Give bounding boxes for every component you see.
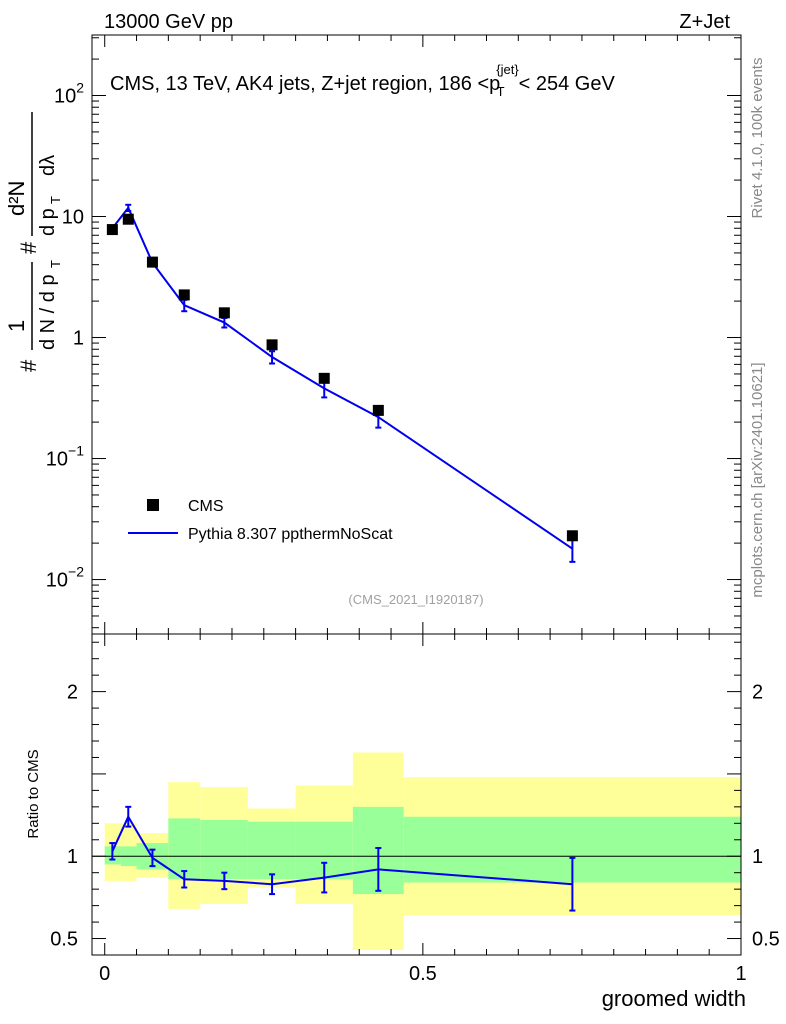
y-label-num-one: 1 bbox=[4, 320, 29, 332]
ratio-plot-marks bbox=[109, 805, 576, 912]
chart-title: CMS, 13 TeV, AK4 jets, Z+jet region, 186… bbox=[110, 62, 615, 99]
axis-ticks bbox=[92, 35, 742, 956]
y-tick-label-upper: 10−2 bbox=[46, 564, 84, 592]
cms-data-point bbox=[318, 372, 330, 384]
legend-cms-marker bbox=[147, 499, 159, 511]
axis-tick-labels: 0 0.5 1 102 10 1 10−1 10−2 2 2 1 1 0.5 0.5 bbox=[46, 80, 780, 985]
cms-data-point bbox=[178, 289, 190, 301]
cms-data-point bbox=[372, 404, 384, 416]
y-label-den-one-sub: T bbox=[48, 260, 63, 268]
legend: CMS Pythia 8.307 ppthermNoScat bbox=[128, 498, 393, 543]
y-tick-label-upper: 102 bbox=[54, 80, 84, 108]
y-label-num-two: d²N bbox=[4, 181, 29, 216]
chart-title-prefix: CMS, 13 TeV, AK4 jets, Z+jet region, 186… bbox=[110, 73, 489, 95]
ratio-stat-band bbox=[247, 821, 296, 880]
y-tick-label-lower: 2 bbox=[67, 682, 78, 704]
y-label-hash: # bbox=[16, 359, 41, 372]
legend-cms-label: CMS bbox=[188, 498, 224, 515]
plot-frames bbox=[91, 34, 742, 956]
rivet-label: Rivet 4.1.0, 100k events bbox=[749, 58, 766, 219]
cms-data-point bbox=[146, 256, 158, 268]
ratio-stat-band bbox=[168, 818, 201, 880]
ratio-stat-band bbox=[200, 820, 248, 880]
analysis-tag: (CMS_2021_I1920187) bbox=[348, 592, 483, 607]
y-tick-label-lower-right: 2 bbox=[752, 682, 763, 704]
y-tick-label-lower: 0.5 bbox=[50, 929, 78, 951]
y-label-den-two-lambda: dλ bbox=[37, 155, 59, 176]
x-tick-label: 0 bbox=[99, 963, 110, 985]
y-label-den-two: d p bbox=[37, 208, 59, 236]
lower-plot-frame bbox=[91, 633, 742, 956]
chart-title-sup: {jet} bbox=[496, 62, 519, 77]
chart-title-sub: T bbox=[497, 84, 505, 99]
cms-data-point bbox=[106, 224, 118, 236]
process-label: Z+Jet bbox=[679, 11, 730, 33]
y-tick-label-lower-right: 1 bbox=[752, 846, 763, 868]
y-tick-label-upper: 10 bbox=[62, 207, 84, 229]
main-plot-marks bbox=[106, 203, 578, 563]
cms-data-point bbox=[566, 530, 578, 542]
chart-title-suffix: < 254 GeV bbox=[519, 73, 616, 95]
energy-label: 13000 GeV pp bbox=[104, 11, 233, 33]
site-label: mcplots.cern.ch [arXiv:2401.10621] bbox=[749, 362, 766, 597]
y-tick-label-upper: 1 bbox=[73, 328, 84, 350]
y-tick-label-lower-right: 0.5 bbox=[752, 929, 780, 951]
y-label-den-two-sub: T bbox=[48, 196, 63, 204]
legend-pythia-label: Pythia 8.307 ppthermNoScat bbox=[188, 526, 393, 543]
y-label-hash-2: # bbox=[16, 241, 41, 254]
chart-title-p: p bbox=[489, 73, 500, 95]
cms-data-point bbox=[218, 307, 230, 319]
y-label-den-one: d N / d p bbox=[37, 274, 59, 350]
x-tick-label: 1 bbox=[735, 963, 746, 985]
y-axis-label-lower: Ratio to CMS bbox=[25, 749, 42, 838]
cms-data-point bbox=[266, 339, 278, 351]
y-tick-label-upper: 10−1 bbox=[46, 443, 84, 471]
y-axis-label-upper: # 1 d N / d p T # d²N d p T dλ bbox=[4, 112, 63, 372]
y-tick-label-lower: 1 bbox=[67, 846, 78, 868]
x-tick-label: 0.5 bbox=[409, 963, 437, 985]
cms-data-point bbox=[122, 213, 134, 225]
x-axis-label: groomed width bbox=[602, 986, 746, 1011]
